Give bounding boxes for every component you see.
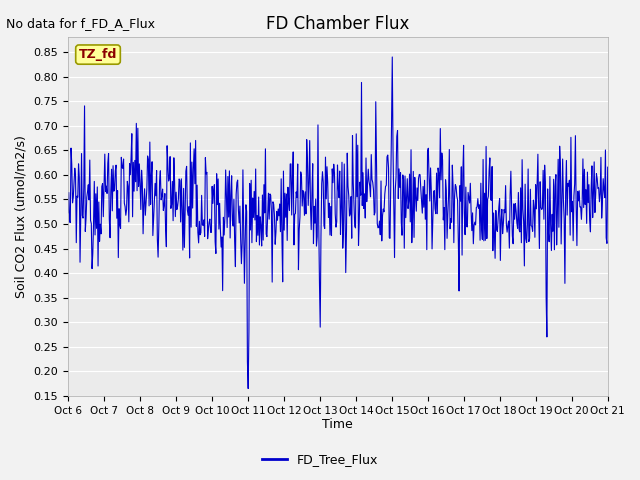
Y-axis label: Soil CO2 Flux (umol/m2/s): Soil CO2 Flux (umol/m2/s) (15, 135, 28, 298)
Text: TZ_fd: TZ_fd (79, 48, 117, 61)
Title: FD Chamber Flux: FD Chamber Flux (266, 15, 410, 33)
X-axis label: Time: Time (323, 419, 353, 432)
Legend: FD_Tree_Flux: FD_Tree_Flux (257, 448, 383, 471)
Text: No data for f_FD_A_Flux: No data for f_FD_A_Flux (6, 17, 156, 30)
